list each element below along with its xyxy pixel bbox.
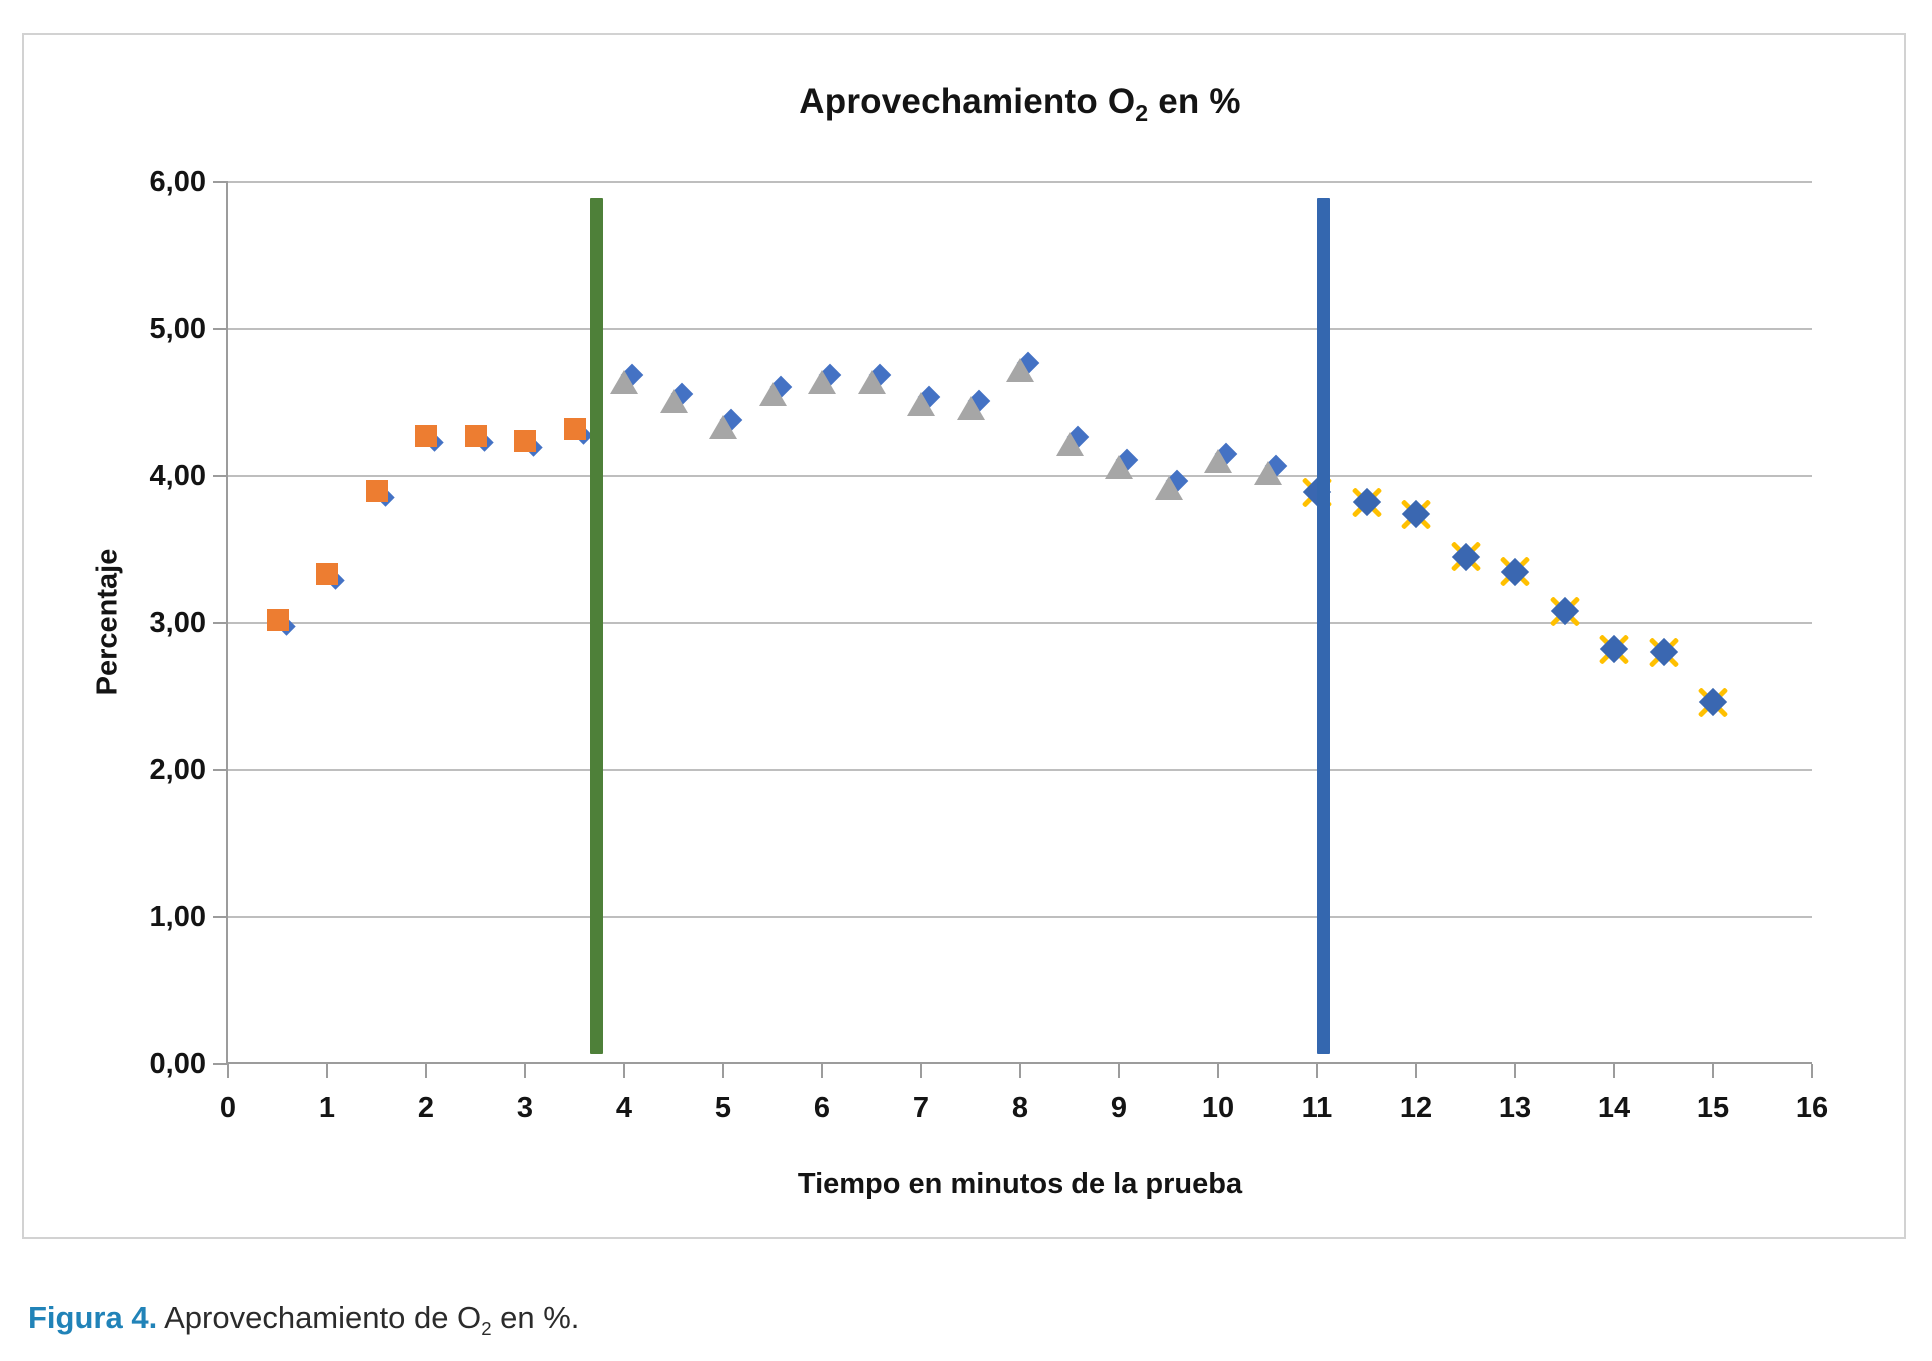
- data-point-triangle: [659, 389, 688, 414]
- data-point-triangle: [758, 381, 787, 406]
- y-tick: [213, 328, 228, 330]
- data-point-triangle: [1253, 461, 1282, 486]
- x-tick: [1712, 1064, 1714, 1078]
- data-point-triangle: [1055, 431, 1084, 456]
- x-tick-label: 8: [1011, 1092, 1029, 1124]
- x-tick: [227, 1064, 229, 1078]
- figure-caption-text: Aprovechamiento de O: [157, 1300, 482, 1335]
- y-axis-line: [226, 182, 228, 1064]
- data-point-triangle: [709, 415, 737, 440]
- chart-title-tail: en %: [1148, 82, 1241, 121]
- y-tick-label: 1,00: [149, 901, 206, 933]
- data-point-square: [365, 479, 388, 502]
- x-tick-label: 6: [813, 1092, 831, 1124]
- gridline: [228, 622, 1812, 624]
- y-tick-label: 4,00: [149, 460, 206, 492]
- data-point-triangle: [1006, 358, 1034, 383]
- linea-verde-vertical-marker: [589, 198, 603, 1054]
- figure-caption-tail: en %.: [491, 1300, 580, 1335]
- x-tick: [722, 1064, 724, 1078]
- x-tick-label: 15: [1696, 1092, 1730, 1124]
- x-tick-label: 7: [912, 1092, 930, 1124]
- gridline: [228, 769, 1812, 771]
- y-tick-label: 0,00: [149, 1048, 206, 1080]
- x-tick: [623, 1064, 625, 1078]
- x-tick: [1019, 1064, 1021, 1078]
- x-axis-title: Tiempo en minutos de la prueba: [797, 1168, 1243, 1200]
- x-tick-label: 4: [615, 1092, 633, 1124]
- gridline: [228, 475, 1812, 477]
- figure-caption-label: Figura 4.: [28, 1300, 158, 1335]
- gridline: [228, 916, 1812, 918]
- data-point-triangle: [1154, 475, 1183, 500]
- x-axis-line: [226, 1062, 1812, 1064]
- x-tick-label: 13: [1498, 1092, 1532, 1124]
- y-tick: [213, 916, 228, 918]
- x-tick: [524, 1064, 526, 1078]
- chart-title-text: Aprovechamiento O: [799, 82, 1136, 121]
- data-point-triangle: [956, 396, 985, 421]
- x-tick: [1217, 1064, 1219, 1078]
- x-tick-label: 12: [1399, 1092, 1433, 1124]
- x-tick-label: 10: [1201, 1092, 1235, 1124]
- y-tick: [213, 769, 228, 771]
- x-tick-label: 1: [318, 1092, 336, 1124]
- y-tick: [213, 475, 228, 477]
- x-tick: [425, 1064, 427, 1078]
- y-tick: [213, 181, 228, 183]
- x-tick: [1118, 1064, 1120, 1078]
- x-tick-label: 2: [417, 1092, 435, 1124]
- data-point-square: [514, 429, 536, 452]
- x-tick-label: 14: [1597, 1092, 1631, 1124]
- x-tick-label: 5: [714, 1092, 732, 1124]
- gridline: [228, 328, 1812, 330]
- x-tick: [821, 1064, 823, 1078]
- x-tick-label: 9: [1110, 1092, 1128, 1124]
- y-tick-label: 6,00: [149, 166, 206, 198]
- y-tick-label: 5,00: [149, 313, 206, 345]
- data-point-triangle: [610, 369, 638, 394]
- data-point-square: [316, 563, 338, 586]
- y-tick: [213, 622, 228, 624]
- x-tick: [1316, 1064, 1318, 1078]
- figure-caption-subscript: 2: [481, 1318, 492, 1340]
- data-point-triangle: [1204, 449, 1232, 474]
- x-tick-label: 3: [516, 1092, 534, 1124]
- x-tick-label: 11: [1301, 1092, 1333, 1124]
- data-point-triangle: [907, 391, 935, 416]
- chart-title: Aprovechamiento O2 en %: [228, 82, 1812, 127]
- x-tick-label: 16: [1795, 1092, 1829, 1124]
- x-tick-label: 0: [219, 1092, 237, 1124]
- x-tick: [326, 1064, 328, 1078]
- data-point-triangle: [1105, 455, 1133, 480]
- x-tick: [1613, 1064, 1615, 1078]
- linea-azul-vertical-marker: [1317, 198, 1331, 1054]
- data-point-square: [563, 417, 586, 440]
- x-tick: [1811, 1064, 1813, 1078]
- y-tick-label: 3,00: [149, 607, 206, 639]
- data-point-triangle: [808, 369, 836, 394]
- gridline: [228, 181, 1812, 183]
- chart-frame: [22, 33, 1906, 1239]
- data-point-square: [415, 425, 437, 448]
- x-tick: [1514, 1064, 1516, 1078]
- y-tick: [213, 1063, 228, 1065]
- chart-title-subscript: 2: [1135, 100, 1149, 126]
- y-tick-label: 2,00: [149, 754, 206, 786]
- data-point-square: [266, 609, 289, 632]
- x-tick: [920, 1064, 922, 1078]
- data-point-square: [464, 425, 487, 448]
- figure-caption: Figura 4. Aprovechamiento de O2 en %.: [28, 1300, 579, 1340]
- data-point-triangle: [857, 369, 886, 394]
- x-tick: [1415, 1064, 1417, 1078]
